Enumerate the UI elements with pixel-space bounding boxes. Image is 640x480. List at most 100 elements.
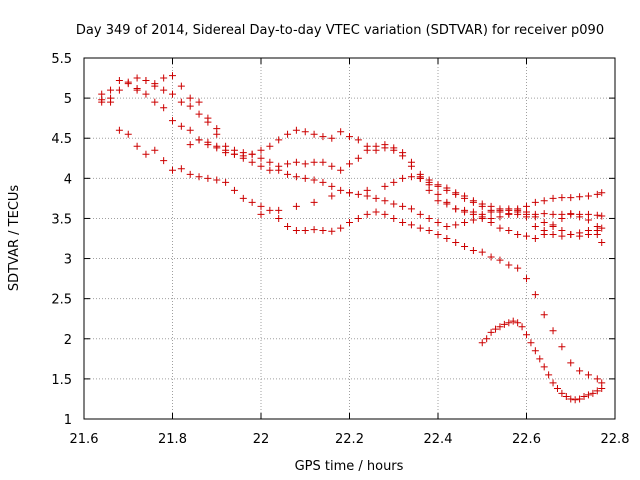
- data-point-marker: [337, 166, 345, 174]
- data-point-marker: [319, 178, 327, 186]
- data-point-marker: [531, 235, 539, 242]
- data-point-marker: [443, 222, 451, 230]
- data-point-marker: [505, 261, 513, 269]
- data-point-marker: [531, 222, 539, 230]
- data-point-marker: [496, 224, 504, 232]
- data-point-marker: [301, 160, 309, 168]
- y-tick-label: 3.5: [51, 212, 72, 227]
- data-point-marker: [98, 98, 106, 106]
- data-point-marker: [549, 194, 557, 202]
- data-point-marker: [390, 144, 398, 152]
- y-tick-label: 2.5: [51, 293, 72, 308]
- data-point-marker: [337, 224, 345, 232]
- x-tick-label: 22.4: [424, 432, 453, 447]
- data-point-marker: [523, 331, 530, 339]
- data-point-marker: [483, 335, 491, 343]
- data-point-marker: [381, 197, 389, 205]
- data-point-marker: [133, 86, 141, 94]
- data-point-marker: [540, 226, 548, 234]
- data-point-marker: [230, 186, 238, 194]
- data-point-marker: [518, 323, 526, 331]
- data-point-marker: [407, 205, 415, 213]
- data-point-marker: [452, 239, 460, 247]
- data-point-marker: [496, 205, 504, 213]
- data-point-marker: [514, 264, 522, 272]
- data-point-marker: [505, 319, 513, 327]
- data-point-marker: [124, 78, 132, 86]
- data-point-marker: [363, 186, 371, 194]
- data-point-marker: [492, 325, 500, 333]
- data-point-marker: [558, 210, 566, 218]
- data-point-marker: [558, 194, 566, 202]
- data-point-marker: [469, 247, 477, 255]
- x-tick-label: 22.6: [512, 432, 541, 447]
- y-tick-label: 1.5: [51, 373, 72, 388]
- data-point-marker: [213, 176, 221, 184]
- data-point-marker: [452, 205, 460, 213]
- data-point-marker: [469, 208, 477, 216]
- data-point-marker: [452, 221, 460, 229]
- data-point-marker: [151, 98, 159, 106]
- data-point-marker: [160, 104, 168, 112]
- data-point-marker: [177, 98, 185, 106]
- data-point-marker: [257, 202, 265, 210]
- data-point-marker: [434, 181, 442, 189]
- data-point-marker: [301, 174, 309, 182]
- y-tick-label: 2: [64, 333, 72, 348]
- data-point-marker: [160, 74, 168, 82]
- data-point-marker: [540, 218, 548, 226]
- data-point-marker: [107, 86, 115, 94]
- data-point-marker: [328, 134, 336, 142]
- data-point-marker: [142, 90, 150, 98]
- data-point-marker: [584, 371, 592, 379]
- data-point-marker: [434, 190, 442, 198]
- data-point-marker: [248, 198, 256, 206]
- x-axis-ticks: 21.6 21.8 22 22.2 22.4 22.6 22.8: [70, 58, 629, 447]
- data-point-marker: [372, 194, 380, 202]
- data-point-marker: [584, 226, 592, 234]
- data-point-marker: [275, 136, 283, 144]
- data-point-marker: [425, 176, 433, 184]
- y-tick-label: 5: [64, 92, 72, 107]
- data-point-marker: [230, 150, 238, 158]
- x-tick-label: 22.2: [335, 432, 364, 447]
- data-point-marker: [567, 210, 575, 218]
- data-point-marker: [531, 198, 539, 206]
- data-point-marker: [381, 210, 389, 218]
- data-point-marker: [540, 311, 548, 319]
- data-point-marker: [284, 222, 292, 230]
- data-point-marker: [584, 210, 592, 218]
- data-point-marker: [584, 391, 592, 399]
- data-point-marker: [598, 239, 606, 247]
- data-point-marker: [354, 214, 362, 222]
- y-tick-label: 4: [64, 172, 72, 187]
- data-point-marker: [425, 226, 433, 234]
- data-point-marker: [248, 158, 256, 166]
- data-point-marker: [390, 214, 398, 222]
- data-point-marker: [292, 158, 300, 166]
- series-track-3: [98, 94, 606, 387]
- data-point-marker: [461, 206, 469, 214]
- data-point-marker: [195, 136, 203, 144]
- data-point-marker: [160, 86, 168, 94]
- data-point-marker: [124, 130, 132, 138]
- data-point-marker: [593, 230, 601, 238]
- data-point-marker: [257, 210, 265, 218]
- data-point-marker: [425, 214, 433, 222]
- data-point-marker: [407, 173, 415, 181]
- data-point-marker: [328, 227, 336, 235]
- data-point-marker: [328, 162, 336, 170]
- y-tick-label: 1: [64, 413, 72, 428]
- data-point-marker: [509, 317, 517, 325]
- data-point-marker: [399, 218, 407, 226]
- data-point-marker: [381, 141, 389, 149]
- data-point-marker: [527, 339, 535, 347]
- series-track-7: [133, 74, 221, 133]
- data-point-marker: [589, 389, 597, 397]
- data-point-marker: [160, 157, 168, 165]
- data-point-marker: [580, 393, 588, 401]
- data-point-marker: [284, 160, 292, 168]
- data-point-marker: [584, 192, 592, 200]
- data-point-marker: [275, 206, 283, 214]
- data-point-marker: [133, 74, 141, 82]
